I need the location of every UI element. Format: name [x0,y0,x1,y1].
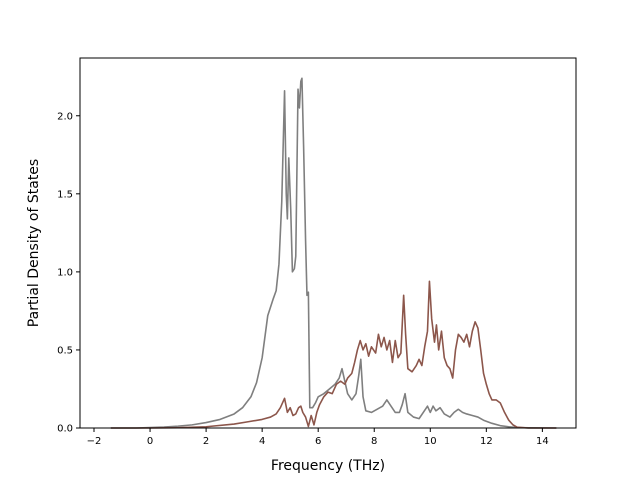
x-tick-label: 8 [371,436,377,447]
y-tick-label: 0.0 [57,424,73,435]
y-tick-label: 0.5 [57,345,73,356]
y-axis-label: Partial Density of States [26,159,42,327]
x-tick-label: 4 [259,436,265,447]
x-tick-label: 6 [315,436,321,447]
y-tick-label: 2.0 [57,111,73,122]
x-tick-label: 0 [147,436,153,447]
x-tick-label: −2 [87,436,102,447]
x-tick-label: 12 [480,436,493,447]
series-line-2 [110,280,557,429]
axes-frame [79,57,577,429]
y-tick-label: 1.5 [57,189,73,200]
y-tick-label: 1.0 [57,267,73,278]
series-line-1 [110,77,557,429]
plot-lines [110,77,557,429]
y-axis-ticks: 0.0 0.5 1.0 1.5 2.0 [57,111,80,435]
x-tick-label: 10 [424,436,437,447]
x-tick-label: 2 [203,436,209,447]
x-axis-ticks: −2 0 2 4 6 8 10 12 14 [87,428,549,447]
x-axis-label: Frequency (THz) [271,458,385,474]
x-tick-label: 14 [536,436,549,447]
